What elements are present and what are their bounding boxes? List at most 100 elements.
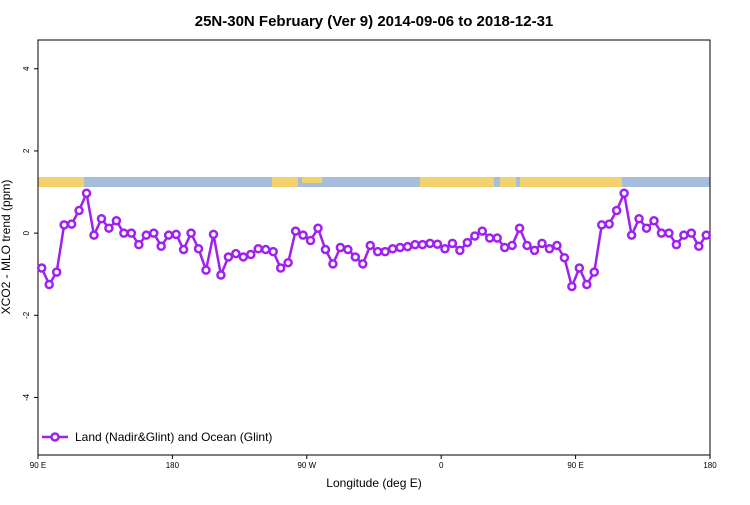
series-line bbox=[40, 188, 708, 291]
data-point bbox=[679, 230, 689, 240]
data-point bbox=[66, 219, 77, 229]
y-tick-label: 0 bbox=[22, 230, 31, 235]
data-point bbox=[36, 263, 47, 273]
data-point bbox=[111, 216, 122, 226]
data-point bbox=[96, 213, 107, 224]
y-tick-label: -2 bbox=[22, 311, 31, 319]
data-point bbox=[365, 240, 376, 251]
data-point bbox=[119, 228, 129, 238]
data-point bbox=[462, 237, 473, 248]
data-point bbox=[89, 230, 99, 240]
y-tick-label: 2 bbox=[22, 148, 31, 153]
x-tick-label: 180 bbox=[166, 461, 180, 470]
data-point bbox=[656, 228, 667, 238]
data-point bbox=[231, 248, 241, 259]
data-point bbox=[596, 220, 607, 230]
data-point bbox=[694, 241, 704, 252]
x-axis-label: Longitude (deg E) bbox=[326, 476, 421, 490]
data-point bbox=[350, 252, 361, 262]
data-point bbox=[343, 244, 353, 255]
data-point bbox=[290, 226, 301, 236]
x-tick-label: 180 bbox=[703, 461, 717, 470]
plot-frame bbox=[37, 39, 711, 456]
data-point bbox=[246, 249, 256, 260]
data-point bbox=[387, 243, 398, 254]
data-point bbox=[529, 245, 540, 256]
land-band bbox=[520, 177, 622, 187]
data-point bbox=[201, 265, 211, 275]
data-point bbox=[425, 238, 435, 249]
data-point bbox=[335, 242, 346, 253]
data-point bbox=[544, 243, 555, 254]
data-point bbox=[649, 216, 659, 226]
data-point bbox=[81, 188, 92, 199]
data-point bbox=[410, 239, 420, 250]
data-point bbox=[604, 219, 614, 229]
y-axis-label: XCO2 - MLO trend (ppm) bbox=[0, 180, 13, 315]
land-band bbox=[272, 177, 298, 187]
x-tick-label: 90 E bbox=[30, 461, 46, 470]
data-point bbox=[253, 243, 264, 254]
data-point bbox=[163, 230, 174, 240]
data-point bbox=[74, 205, 84, 216]
data-point bbox=[305, 235, 316, 246]
data-point bbox=[223, 252, 234, 262]
data-point bbox=[484, 233, 495, 243]
data-point bbox=[178, 244, 189, 255]
land-band bbox=[302, 177, 322, 183]
data-point bbox=[51, 267, 62, 277]
data-point bbox=[432, 239, 443, 249]
data-point bbox=[455, 245, 465, 256]
data-point bbox=[59, 220, 69, 230]
data-point bbox=[208, 229, 219, 240]
chart-title: 25N-30N February (Ver 9) 2014-09-06 to 2… bbox=[195, 13, 554, 30]
data-point bbox=[328, 259, 338, 269]
data-point bbox=[395, 242, 405, 253]
data-point bbox=[470, 231, 480, 241]
data-point bbox=[186, 228, 196, 238]
data-point bbox=[372, 246, 383, 257]
x-tick-label: 0 bbox=[439, 461, 444, 470]
data-point bbox=[440, 243, 450, 254]
data-point bbox=[611, 205, 622, 216]
data-point bbox=[477, 226, 488, 236]
y-tick-label: -4 bbox=[22, 393, 31, 401]
data-point bbox=[268, 246, 278, 257]
data-point bbox=[171, 229, 181, 240]
land-band bbox=[420, 177, 494, 187]
land-ocean-strip bbox=[38, 177, 710, 187]
data-point bbox=[641, 223, 652, 233]
data-point bbox=[216, 270, 226, 280]
data-point bbox=[589, 267, 600, 277]
data-point bbox=[664, 228, 674, 238]
x-tick-label: 90 E bbox=[567, 461, 583, 470]
y-tick-label: 4 bbox=[22, 66, 31, 71]
data-point bbox=[104, 223, 114, 233]
data-point bbox=[402, 241, 413, 252]
data-point bbox=[574, 263, 585, 273]
data-point bbox=[156, 241, 166, 252]
data-point bbox=[552, 240, 562, 251]
data-point bbox=[567, 281, 577, 292]
data-point bbox=[514, 223, 525, 233]
ocean-band bbox=[38, 177, 710, 187]
data-point bbox=[686, 228, 697, 238]
x-tick-label: 90 W bbox=[297, 461, 316, 470]
data-point bbox=[126, 228, 137, 238]
data-point bbox=[134, 239, 144, 250]
legend-marker bbox=[50, 432, 60, 442]
data-point bbox=[582, 279, 592, 290]
data-point bbox=[492, 233, 502, 243]
data-point bbox=[380, 246, 390, 257]
data-point bbox=[141, 230, 152, 240]
data-point bbox=[522, 240, 532, 251]
data-point bbox=[447, 238, 458, 249]
data-point bbox=[671, 239, 682, 250]
data-point bbox=[320, 244, 331, 255]
data-point bbox=[417, 239, 428, 250]
data-point bbox=[193, 243, 204, 254]
data-point bbox=[559, 253, 570, 263]
data-point bbox=[313, 223, 323, 233]
